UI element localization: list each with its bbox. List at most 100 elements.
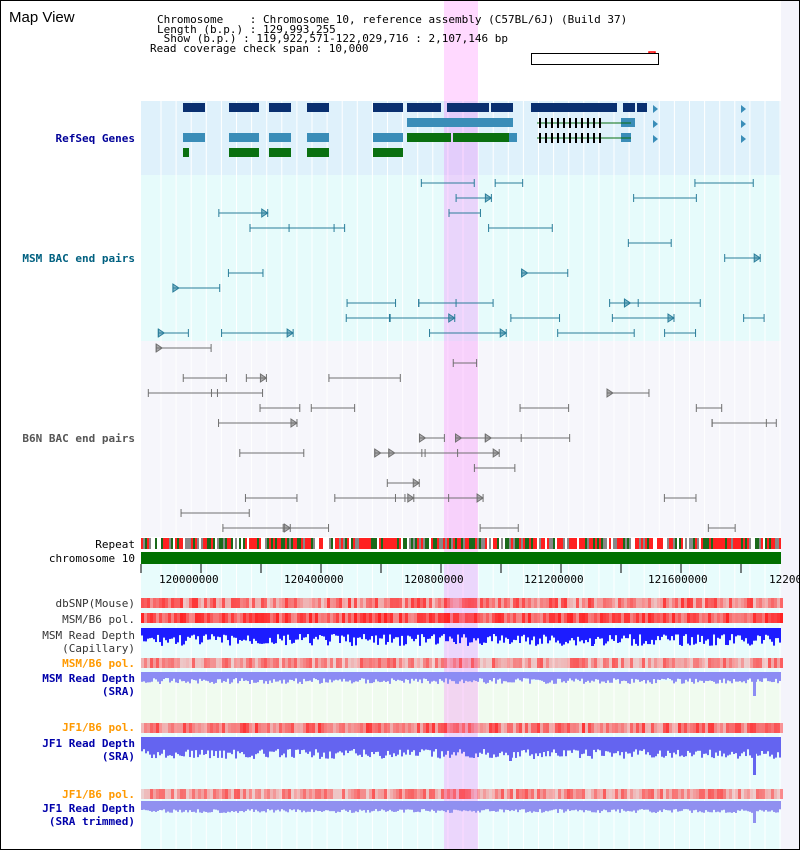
repeat-segment	[351, 538, 353, 549]
repeat-segment	[611, 538, 613, 549]
polymorphism-heat	[525, 613, 528, 623]
chromosome-ideogram[interactable]	[531, 53, 659, 65]
read-depth-bar	[315, 628, 317, 637]
read-depth-bar	[495, 628, 497, 637]
polymorphism-heat	[762, 723, 765, 733]
read-depth-bar	[549, 672, 551, 683]
read-depth-bar	[163, 801, 165, 810]
read-depth-bar	[321, 737, 323, 757]
read-depth-bar	[313, 801, 315, 813]
polymorphism-heat	[258, 723, 261, 733]
read-depth-bar	[595, 672, 597, 680]
polymorphism-heat	[522, 613, 525, 623]
polymorphism-heat	[465, 723, 468, 733]
polymorphism-heat	[729, 613, 732, 623]
read-depth-bar	[635, 672, 637, 680]
read-depth-bar	[337, 628, 339, 636]
read-depth-bar	[605, 672, 607, 684]
read-depth-bar	[421, 628, 423, 635]
polymorphism-heat	[372, 789, 375, 799]
read-depth-bar	[571, 737, 573, 753]
polymorphism-heat	[297, 789, 300, 799]
repeat-segment	[203, 538, 205, 549]
polymorphism-heat	[612, 723, 615, 733]
read-depth-bar	[467, 672, 469, 682]
read-depth-bar	[265, 672, 267, 682]
polymorphism-heat	[678, 723, 681, 733]
polymorphism-heat	[681, 658, 684, 668]
polymorphism-heat	[594, 658, 597, 668]
read-depth-bar	[763, 737, 765, 754]
read-depth-bar	[635, 801, 637, 813]
read-depth-bar	[353, 672, 355, 683]
polymorphism-heat	[432, 613, 435, 623]
read-depth-bar	[281, 672, 283, 684]
read-depth-bar	[575, 672, 577, 679]
polymorphism-heat	[564, 613, 567, 623]
polymorphism-heat	[405, 723, 408, 733]
polymorphism-heat	[729, 598, 732, 608]
polymorphism-heat	[576, 598, 579, 608]
read-depth-bar	[417, 737, 419, 756]
repeat-segment	[439, 538, 441, 549]
read-depth-spike	[509, 737, 512, 761]
track-label-b6n-bac[interactable]: B6N BAC end pairs	[22, 432, 135, 445]
polymorphism-heat	[756, 598, 759, 608]
polymorphism-heat	[438, 789, 441, 799]
read-depth-bar	[163, 628, 165, 638]
repeat-segment	[741, 538, 743, 549]
read-depth-bar	[479, 672, 481, 679]
polymorphism-heat	[321, 598, 324, 608]
read-depth-bar	[169, 801, 171, 813]
polymorphism-heat	[426, 613, 429, 623]
polymorphism-heat	[531, 723, 534, 733]
polymorphism-heat	[777, 723, 780, 733]
polymorphism-heat	[579, 598, 582, 608]
polymorphism-heat	[210, 598, 213, 608]
read-depth-bar	[557, 737, 559, 756]
polymorphism-heat	[471, 789, 474, 799]
read-depth-bar	[235, 801, 237, 812]
read-depth-bar	[467, 801, 469, 812]
read-depth-bar	[589, 672, 591, 683]
polymorphism-heat	[477, 613, 480, 623]
read-depth-bar	[529, 672, 531, 684]
track-label-msm-bac[interactable]: MSM BAC end pairs	[22, 252, 135, 265]
polymorphism-heat	[231, 723, 234, 733]
polymorphism-heat	[276, 613, 279, 623]
polymorphism-heat	[570, 613, 573, 623]
read-depth-bar	[151, 628, 153, 638]
read-depth-bar	[571, 628, 573, 639]
read-depth-bar	[557, 801, 559, 813]
polymorphism-heat	[726, 789, 729, 799]
read-depth-bar	[361, 672, 363, 679]
track-label-refseq-genes[interactable]: RefSeq Genes	[55, 132, 135, 145]
read-depth-bar	[507, 801, 509, 810]
polymorphism-heat	[348, 789, 351, 799]
polymorphism-heat	[417, 789, 420, 799]
polymorphism-heat	[651, 658, 654, 668]
read-depth-bar	[587, 801, 589, 811]
polymorphism-heat	[750, 789, 753, 799]
repeat-segment	[549, 538, 551, 549]
polymorphism-heat	[501, 723, 504, 733]
read-depth-bar	[551, 672, 553, 681]
repeat-segment	[319, 538, 321, 549]
read-depth-bar	[429, 672, 431, 684]
read-depth-bar	[449, 628, 451, 637]
read-depth-bar	[191, 672, 193, 680]
polymorphism-heat	[567, 723, 570, 733]
repeat-segment	[469, 538, 471, 549]
read-depth-bar	[639, 672, 641, 682]
read-depth-bar	[201, 672, 203, 681]
polymorphism-heat	[639, 613, 642, 623]
read-depth-bar	[225, 737, 227, 759]
polymorphism-heat	[357, 789, 360, 799]
polymorphism-heat	[717, 723, 720, 733]
polymorphism-heat	[414, 613, 417, 623]
read-depth-bar	[321, 628, 323, 636]
repeat-segment	[141, 538, 143, 549]
read-depth-bar	[205, 672, 207, 681]
repeat-segment	[747, 538, 749, 549]
